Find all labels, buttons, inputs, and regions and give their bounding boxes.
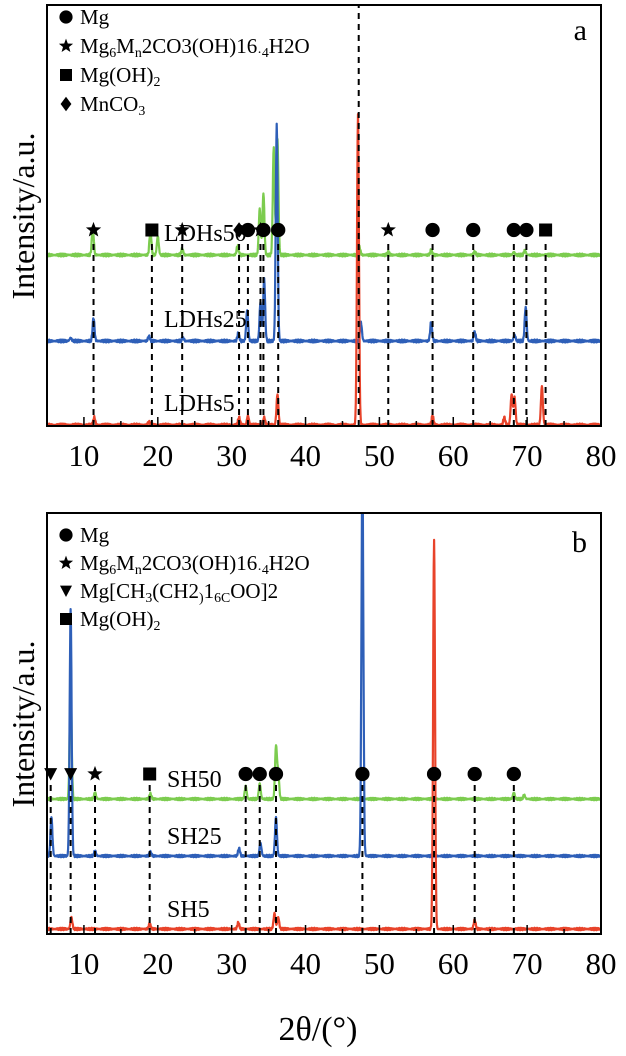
peak-marker-circle [355, 766, 370, 782]
x-tick-label: 70 [512, 946, 543, 981]
y-axis-label: Intensity/a.u. [5, 640, 41, 807]
peak-marker-circle [240, 222, 256, 238]
series-label-ldhs25: LDHs25 [164, 307, 247, 333]
peak-marker-circle [506, 766, 521, 782]
legend: Mg Mg6Mn2CO3(OH)16·4H2OMg[CH3(CH2)16COO]2… [58, 523, 310, 633]
peak-marker-circle [238, 766, 253, 782]
x-tick-label: 80 [586, 438, 617, 473]
traces [47, 513, 601, 932]
series-ldhs50-line [47, 138, 601, 258]
legend-label: Mg6Mn2CO3(OH)16·4H2O [80, 34, 310, 60]
x-tick-label: 70 [512, 438, 543, 473]
peak-marker-star [85, 221, 102, 237]
peak-marker-circle [467, 766, 482, 782]
x-tick-label: 10 [68, 438, 99, 473]
legend-marker-diamond [60, 96, 72, 112]
panel-label: a [574, 14, 587, 47]
x-tick-label: 40 [290, 438, 321, 473]
panel-label: b [572, 526, 587, 559]
legend-marker-triangle [60, 585, 72, 597]
shared-x-axis-label: 2θ/(°) [279, 1011, 358, 1048]
peak-marker-circle [466, 222, 481, 238]
plot-frame [46, 4, 602, 427]
peak-marker-circle [268, 766, 284, 782]
series-sh25-line [47, 513, 601, 859]
legend-marker-circle [59, 10, 73, 24]
x-tick-label: 10 [68, 946, 99, 981]
peak-marker-square [539, 223, 553, 237]
legend-marker-circle [59, 528, 73, 542]
legend-label: Mg[CH3(CH2)16COO]2 [80, 579, 278, 606]
peak-marker-star [174, 221, 190, 237]
x-tick-label: 80 [586, 946, 617, 981]
series-label-ldhs50: LDHs50 [164, 221, 247, 247]
x-tick-label: 60 [438, 946, 469, 981]
peak-marker-star [87, 765, 103, 781]
panel-a: LDHs50 LDHs25 LDHs5 10 20 30 40 50 60 70 80 Intensi… [5, 4, 617, 473]
peak-marker-circle [256, 222, 271, 238]
legend-marker-star [58, 555, 74, 569]
x-tick-label: 30 [216, 946, 247, 981]
legend-label: Mg(OH)2 [80, 607, 161, 633]
peak-marker-circle [252, 766, 267, 782]
legend: Mg Mg6Mn2CO3(OH)16·4H2O Mg(OH)2 MnCO3 [58, 5, 310, 118]
peak-marker-circle [271, 222, 286, 238]
legend-marker-square [60, 613, 72, 625]
legend-label: Mg [80, 5, 110, 29]
legend-label: Mg [80, 523, 110, 547]
series-ldhs25-line [47, 122, 601, 344]
legend-marker-square [60, 69, 72, 81]
peak-marker-circle [506, 222, 521, 238]
series-ldhs5-line [47, 113, 601, 426]
y-axis-label: Intensity/a.u. [5, 132, 41, 299]
x-tick-label: 20 [142, 946, 173, 981]
series-label-sh50: SH50 [167, 767, 222, 793]
x-tick-label: 50 [364, 438, 395, 473]
panel-b: SH50 SH25 SH5 10 20 30 40 50 60 70 80 Intensity/a.u… [5, 512, 617, 981]
peak-marker-square [145, 223, 159, 237]
x-tick-label: 30 [216, 438, 247, 473]
series-sh5-line [47, 538, 601, 932]
peak-marker-circle [426, 766, 442, 782]
legend-label: Mg(OH)2 [80, 63, 161, 89]
plot-frame [46, 512, 602, 935]
peak-marker-triangle [64, 768, 78, 781]
peak-marker-square [143, 767, 157, 781]
x-tick-label: 20 [142, 438, 173, 473]
x-tick-label: 60 [438, 438, 469, 473]
series-label-sh25: SH25 [167, 824, 222, 850]
legend-label: MnCO3 [80, 92, 145, 118]
series-sh50-line [47, 681, 601, 802]
series-label-sh5: SH5 [167, 897, 210, 923]
legend-marker-star [58, 38, 74, 52]
peak-marker-star [380, 221, 396, 237]
peak-marker-circle [519, 222, 534, 238]
traces [47, 113, 601, 426]
x-tick-label: 50 [364, 946, 395, 981]
x-tick-label: 40 [290, 946, 321, 981]
legend-label: Mg6Mn2CO3(OH)16·4H2O [80, 551, 310, 577]
series-label-ldhs5: LDHs5 [164, 391, 235, 417]
peak-marker-circle [425, 222, 440, 238]
